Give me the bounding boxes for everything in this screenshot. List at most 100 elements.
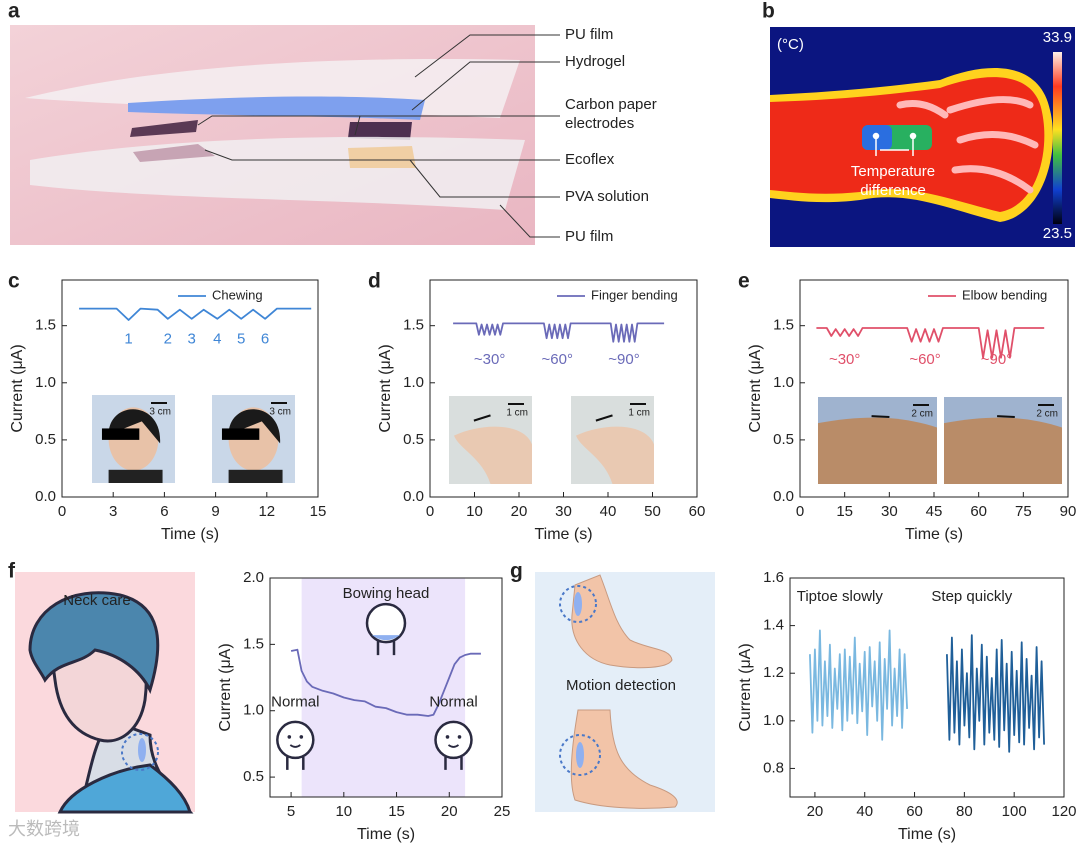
- x-tick-label: 15: [836, 503, 853, 520]
- x-tick-label: 60: [689, 503, 706, 520]
- layer-label-box: Carbon paper electrodes: [565, 96, 657, 132]
- ecoflex-layer: [133, 144, 215, 162]
- y-tick-label: 0.8: [763, 759, 784, 776]
- y-tick-label: 1.0: [243, 702, 264, 719]
- x-tick-label: 3: [109, 503, 117, 520]
- sensor-circle: [559, 734, 601, 776]
- leader-line: [197, 115, 560, 126]
- unit-label: (°C): [777, 36, 804, 53]
- annotation: 6: [261, 330, 269, 347]
- layer-label: PVA solution: [565, 188, 649, 205]
- leader-line: [204, 149, 560, 161]
- pva-layer: [348, 146, 416, 168]
- annotation: ~90°: [608, 351, 639, 368]
- body: [444, 756, 463, 770]
- annotation: 1: [124, 330, 132, 347]
- eye: [445, 735, 450, 739]
- x-tick-label: 15: [388, 803, 405, 820]
- x-tick-label: 50: [644, 503, 661, 520]
- y-tick-label: 0.0: [773, 488, 794, 505]
- panel-g-caption: Motion detection: [566, 677, 676, 694]
- mouth: [289, 744, 301, 748]
- foot-tiptoe: [571, 574, 673, 669]
- y-tick-label: 1.5: [35, 317, 56, 334]
- x-tick-label: 20: [511, 503, 528, 520]
- face: [434, 720, 473, 760]
- y-tick-label: 0.5: [403, 431, 424, 448]
- x-tick-label: 5: [287, 803, 295, 820]
- y-tick-label: 1.0: [35, 374, 56, 391]
- electrode-left: [130, 120, 198, 137]
- inset-sensor: [997, 415, 1015, 419]
- inset-sensor: [871, 415, 890, 419]
- x-axis-label: Time (s): [905, 526, 963, 543]
- mouth: [447, 744, 460, 748]
- temperature-marker: [872, 132, 917, 156]
- data-line: [453, 322, 665, 343]
- hand-hot-streaks: [896, 96, 1039, 194]
- temperature-annotation: Temperature difference: [850, 163, 936, 199]
- eye: [299, 735, 304, 739]
- annotation: ~60°: [909, 351, 940, 368]
- x-tick-label: 75: [1015, 503, 1032, 520]
- data-line: [79, 307, 312, 321]
- x-tick-label: 40: [856, 803, 873, 820]
- x-tick-label: 10: [466, 503, 483, 520]
- face: [276, 720, 315, 760]
- annotation: ~90°: [981, 351, 1012, 368]
- leader-line: [411, 61, 560, 111]
- y-tick-label: 0.5: [35, 431, 56, 448]
- plot-frame: [269, 577, 503, 798]
- y-tick-label: 0.5: [243, 768, 264, 785]
- panel-label: g: [510, 560, 523, 583]
- y-axis-label: Current (μA): [737, 643, 754, 731]
- panel-label: d: [368, 270, 381, 293]
- panel-label: f: [8, 560, 16, 583]
- hair: [28, 591, 160, 695]
- legend-label: Chewing: [212, 287, 263, 302]
- annotation: 5: [237, 330, 245, 347]
- data-line: [809, 629, 908, 741]
- inset-hair: [108, 409, 161, 444]
- foot-flat: [570, 709, 678, 809]
- eye: [457, 735, 462, 739]
- sensor-circle: [559, 585, 597, 623]
- x-tick-label: 0: [58, 503, 66, 520]
- y-tick-label: 1.2: [763, 664, 784, 681]
- x-tick-label: 20: [441, 803, 458, 820]
- x-tick-label: 15: [310, 503, 327, 520]
- bowed-head-sensor: [372, 635, 400, 641]
- leader-line: [499, 204, 560, 238]
- leader-line: [409, 159, 560, 198]
- colorbar-max: 33.9: [1043, 29, 1072, 46]
- legend-label: Elbow bending: [962, 287, 1047, 302]
- annotation: 3: [188, 330, 196, 347]
- y-tick-label: 0.5: [773, 431, 794, 448]
- y-tick-label: 1.0: [763, 712, 784, 729]
- inset-arm: [944, 417, 1062, 484]
- x-axis-label: Time (s): [534, 526, 592, 543]
- x-tick-label: 45: [926, 503, 943, 520]
- panel-label: b: [762, 0, 775, 23]
- scale-bar-label: 3 cm: [269, 407, 291, 418]
- data-line: [816, 327, 1045, 359]
- panel-label: a: [8, 0, 20, 23]
- y-tick-label: 0.0: [403, 488, 424, 505]
- sensor-patch: [576, 742, 584, 768]
- plot-frame: [61, 279, 319, 498]
- annotation-box: Temperature difference: [850, 163, 936, 199]
- colorbar-min: 23.5: [1043, 225, 1072, 242]
- x-tick-label: 60: [970, 503, 987, 520]
- inset-eyebar: [101, 428, 140, 440]
- plot-frame: [789, 577, 1065, 798]
- x-tick-label: 90: [1060, 503, 1077, 520]
- sensor-circle: [121, 733, 159, 771]
- x-tick-label: 20: [807, 803, 824, 820]
- inset-hair: [228, 409, 281, 444]
- electrode-right: [348, 122, 412, 140]
- sensor-patch: [138, 738, 146, 762]
- panel-a-background: [10, 25, 535, 245]
- y-tick-label: 0.0: [35, 488, 56, 505]
- eye: [287, 735, 292, 739]
- panel-f-caption: Neck care: [63, 592, 131, 609]
